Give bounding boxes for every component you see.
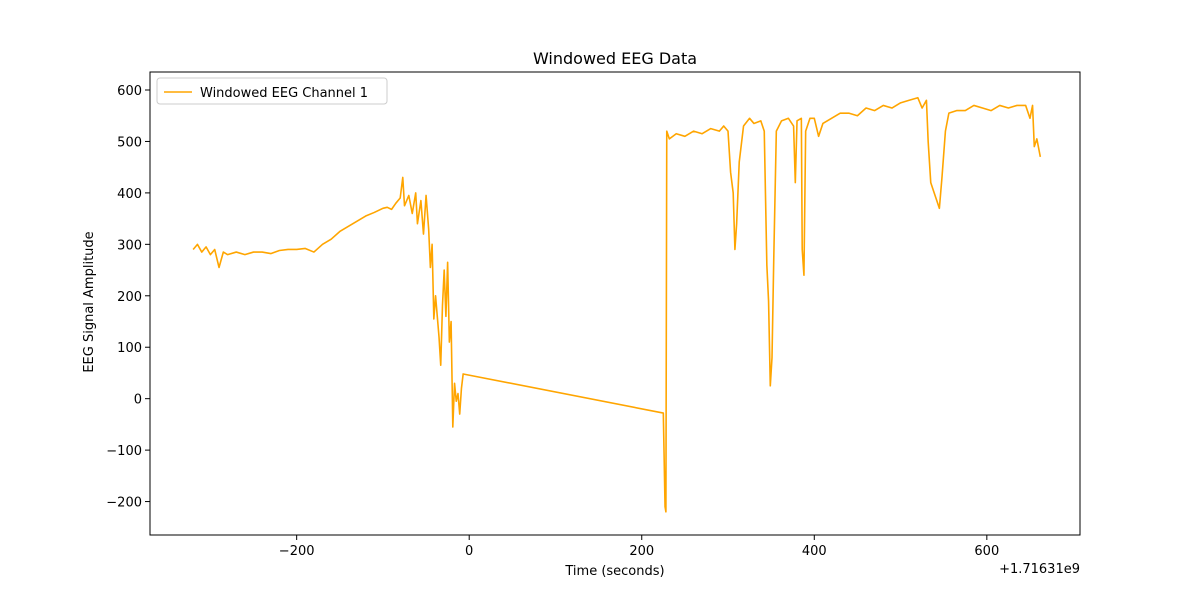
y-tick-label: 500 — [117, 135, 142, 150]
y-tick-label: −200 — [106, 496, 142, 511]
x-axis-label: Time (seconds) — [564, 564, 664, 579]
plot-frame — [149, 71, 1081, 536]
y-tick-label: 100 — [117, 341, 142, 356]
y-tick-label: 300 — [117, 238, 142, 253]
legend-label: Windowed EEG Channel 1 — [200, 86, 368, 101]
x-offset-label: +1.71631e9 — [999, 562, 1080, 577]
y-tick-label: 400 — [117, 187, 142, 202]
x-tick-label: 0 — [465, 544, 473, 559]
y-tick-label: 0 — [134, 393, 142, 408]
chart-title: Windowed EEG Data — [533, 49, 697, 68]
x-tick-label: 400 — [802, 544, 827, 559]
x-tick-label: 600 — [974, 544, 999, 559]
y-tick-label: 200 — [117, 290, 142, 305]
data-line — [192, 96, 1042, 513]
legend-box — [156, 77, 388, 105]
x-tick-label: −200 — [279, 544, 315, 559]
y-axis-label: EEG Signal Amplitude — [82, 231, 97, 372]
y-tick-label: −100 — [106, 444, 142, 459]
y-tick-label: 600 — [117, 84, 142, 99]
x-tick-label: 200 — [629, 544, 654, 559]
